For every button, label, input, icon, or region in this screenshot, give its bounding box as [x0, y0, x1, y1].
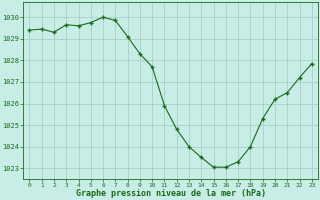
X-axis label: Graphe pression niveau de la mer (hPa): Graphe pression niveau de la mer (hPa): [76, 189, 266, 198]
